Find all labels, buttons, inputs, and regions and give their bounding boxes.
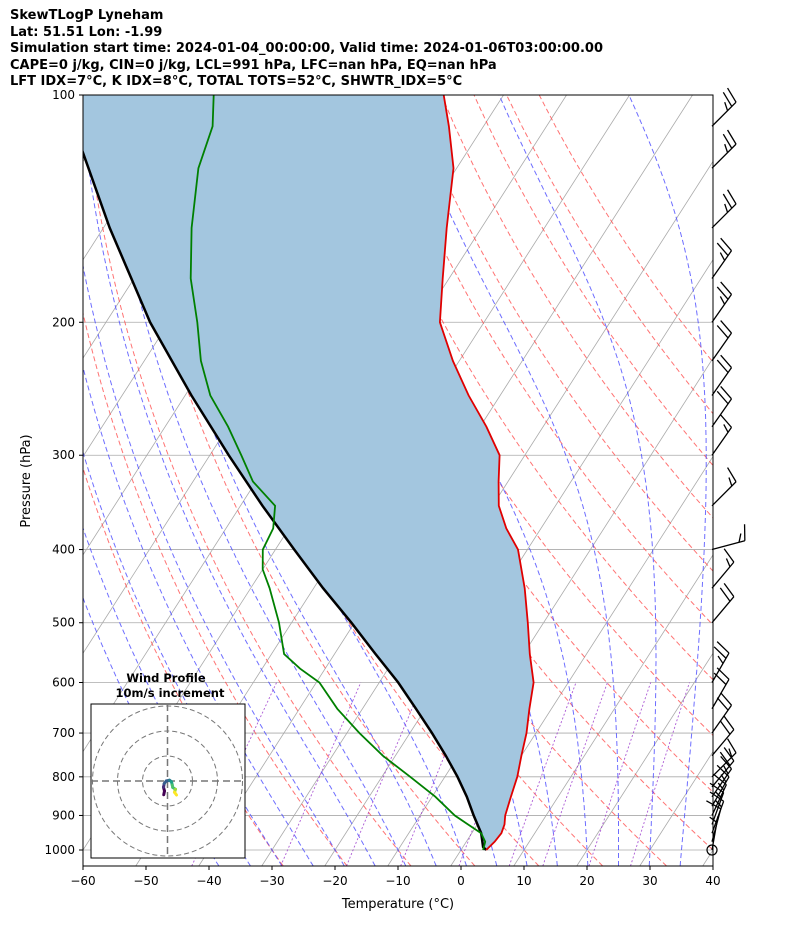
- moist-adiabat-line: [83, 365, 314, 866]
- wind-barb: [711, 467, 737, 507]
- dry-adiabat-line: [245, 95, 713, 851]
- mixing-ratio-line: [542, 682, 608, 866]
- chart-header: SkewTLogP Lyneham Lat: 51.51 Lon: -1.99 …: [10, 8, 603, 91]
- dry-adiabat-line: [473, 95, 713, 467]
- wind-barb: [711, 189, 737, 229]
- dry-adiabat-line: [83, 311, 348, 866]
- wind-barb: [711, 320, 733, 362]
- wind-barb: [711, 773, 727, 816]
- x-tick-label: 0: [457, 874, 465, 888]
- moist-adiabat-line: [83, 263, 345, 866]
- station-title: SkewTLogP Lyneham: [10, 8, 164, 23]
- wind-barb: [711, 692, 733, 734]
- mixing-ratio-line: [346, 682, 424, 866]
- y-tick-label: 400: [52, 543, 75, 557]
- x-tick-label: −60: [70, 874, 95, 888]
- wind-barb: [711, 354, 733, 396]
- temperature-profile-line: [438, 95, 535, 851]
- x-tick-label: −40: [196, 874, 221, 888]
- isotherm-line: [261, 160, 713, 866]
- y-tick-label: 800: [52, 770, 75, 784]
- x-tick-label: −20: [322, 874, 347, 888]
- moist-adiabat-line: [83, 596, 220, 866]
- moist-adiabat-line: [101, 95, 407, 866]
- dewpoint-profile-line: [189, 95, 487, 851]
- wind-barb: [711, 548, 735, 589]
- hodograph-segment: [173, 790, 178, 797]
- calm-circle: [706, 844, 718, 856]
- x-tick-label: −50: [133, 874, 158, 888]
- inset-title: Wind Profile: [126, 671, 206, 685]
- wind-profile-inset: Wind Profile 10m/s increment: [90, 671, 246, 859]
- stability-indices: LFT IDX=7°C, K IDX=8°C, TOTAL TOTS=52°C,…: [10, 74, 463, 89]
- wind-barb: [711, 129, 737, 169]
- wind-barb: [711, 582, 735, 624]
- wind-barb: [711, 414, 733, 456]
- isotherm-line: [83, 95, 189, 261]
- moist-adiabat-line: [628, 95, 707, 866]
- wind-barb: [711, 641, 730, 683]
- x-tick-label: 40: [705, 874, 720, 888]
- parcel-profile-line: [83, 148, 488, 851]
- isotherm-line: [513, 554, 713, 866]
- y-tick-label: 100: [52, 88, 75, 102]
- x-tick-label: −30: [259, 874, 284, 888]
- moist-adiabat-line: [83, 526, 251, 866]
- dry-adiabat-line: [538, 95, 713, 363]
- x-tick-label: 20: [579, 874, 594, 888]
- mixing-ratio-line: [508, 682, 577, 866]
- moist-adiabat-line: [83, 450, 283, 866]
- isotherm-line: [766, 95, 794, 866]
- wind-barb: [711, 281, 733, 323]
- y-tick-label: 700: [52, 726, 75, 740]
- mixing-ratio-line: [280, 682, 362, 866]
- dry-adiabat-line: [506, 95, 713, 415]
- x-tick-label: 10: [516, 874, 531, 888]
- mixing-ratio-line: [630, 682, 690, 866]
- dry-adiabat-line: [440, 95, 713, 519]
- wind-barb: [711, 747, 735, 788]
- y-tick-label: 900: [52, 808, 75, 822]
- isotherm-line: [450, 455, 713, 866]
- y-tick-label: 200: [52, 315, 75, 329]
- isotherm-line: [576, 652, 713, 866]
- x-tick-label: 30: [642, 874, 657, 888]
- y-tick-label: 300: [52, 448, 75, 462]
- wind-barb: [711, 524, 746, 551]
- wind-barb: [711, 738, 737, 778]
- wind-barbs: [706, 87, 746, 856]
- x-axis-label: Temperature (°C): [341, 897, 454, 912]
- stability-parameters: CAPE=0 j/kg, CIN=0 j/kg, LCL=991 hPa, LF…: [10, 57, 497, 73]
- y-tick-label: 600: [52, 676, 75, 690]
- moist-adiabat-line: [83, 118, 376, 866]
- parcel-area-fill: [83, 95, 534, 850]
- station-coordinates: Lat: 51.51 Lon: -1.99: [10, 24, 163, 40]
- isotherm-line: [324, 259, 713, 866]
- y-axis-label: Pressure (hPa): [19, 434, 34, 527]
- x-tick-label: −10: [385, 874, 410, 888]
- wind-barb: [711, 237, 733, 279]
- dry-adiabat-line: [83, 466, 284, 866]
- plot-data: [83, 95, 535, 851]
- mixing-ratio-line: [588, 682, 652, 866]
- y-tick-label: 500: [52, 616, 75, 630]
- y-tick-label: 1000: [44, 843, 75, 857]
- wind-barb: [711, 667, 730, 710]
- inset-subtitle: 10m/s increment: [116, 686, 225, 700]
- simulation-times: Simulation start time: 2024-01-04_00:00:…: [10, 41, 603, 56]
- wind-barb: [711, 715, 735, 757]
- wind-barb: [711, 385, 733, 428]
- wind-barb: [711, 87, 737, 127]
